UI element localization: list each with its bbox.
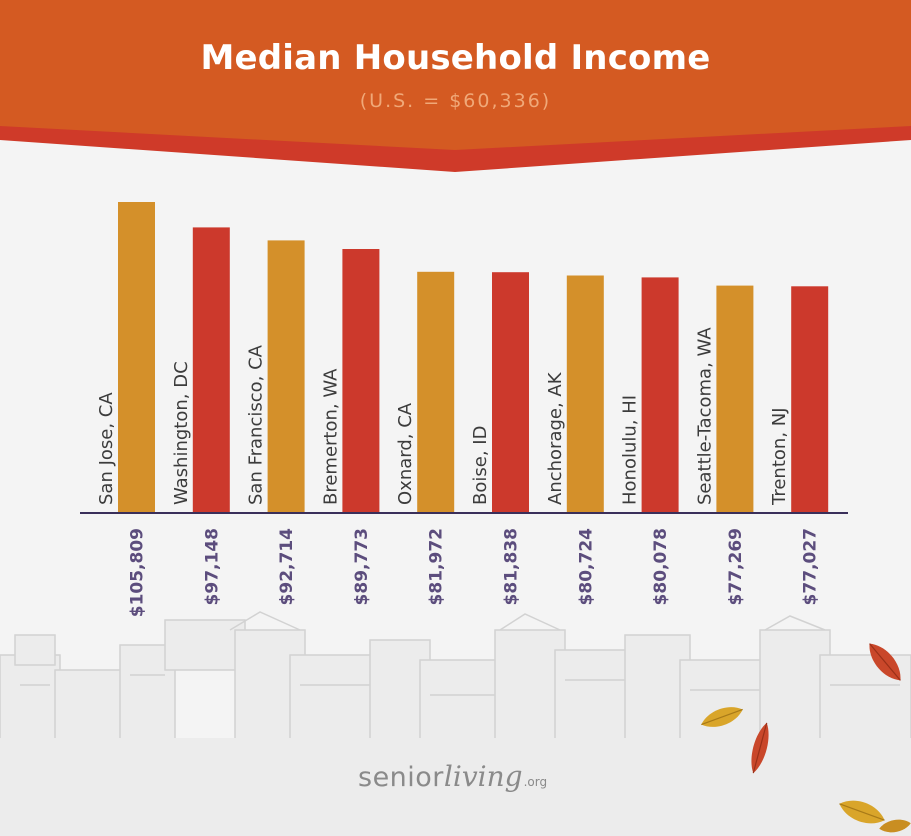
bar-4 [417,271,455,512]
category-label-5: Boise, ID [470,426,491,505]
value-label-6: $80,724 [576,528,596,606]
value-label-5: $81,838 [502,528,522,605]
bar-5 [492,272,529,512]
bar-8 [716,285,754,512]
bar-0 [118,202,155,512]
category-label-4: Oxnard, CA [395,402,416,505]
value-label-1: $97,148 [202,528,222,605]
city-skyline-icon [0,611,911,740]
bar-7 [641,277,679,512]
bar-2 [267,240,305,512]
seniorliving-logo: senior living .org [358,760,547,800]
logo-text-org: .org [523,775,548,789]
bar-6 [566,275,604,512]
category-label-9: Trenton, NJ [769,407,790,506]
category-label-1: Washington, DC [171,361,192,505]
bar-1 [192,227,230,512]
bar-9 [791,286,829,512]
category-label-2: San Francisco, CA [246,344,267,505]
logo-text-living: living [443,760,523,793]
category-label-3: Bremerton, WA [320,368,341,505]
value-label-0: $105,809 [128,528,148,617]
bar-chart: San Jose, CA Washington, DC San Francisco,… [80,202,848,617]
value-label-9: $77,027 [801,528,821,605]
value-label-2: $92,714 [277,528,297,606]
category-label-6: Anchorage, AK [545,371,566,505]
value-label-8: $77,269 [726,528,746,605]
chart-title: Median Household Income [200,38,711,78]
category-label-0: San Jose, CA [96,392,117,505]
header-banner [0,0,911,172]
value-label-4: $81,972 [427,528,447,605]
chart-subtitle: (U.S. = $60,336) [359,90,552,112]
category-labels-group: San Jose, CA Washington, DC San Francisco,… [96,327,790,506]
bar-3 [342,249,380,512]
logo-text-senior: senior [358,762,444,793]
category-label-8: Seattle-Tacoma, WA [694,327,715,505]
category-label-7: Honolulu, HI [620,395,641,505]
value-label-3: $89,773 [352,528,372,605]
value-label-7: $80,078 [651,528,671,605]
bars-group [118,202,829,512]
header-orange-band [0,0,911,150]
value-labels-group: $105,809 $97,148 $92,714 $89,773 $81,972 $81,… [128,528,821,617]
